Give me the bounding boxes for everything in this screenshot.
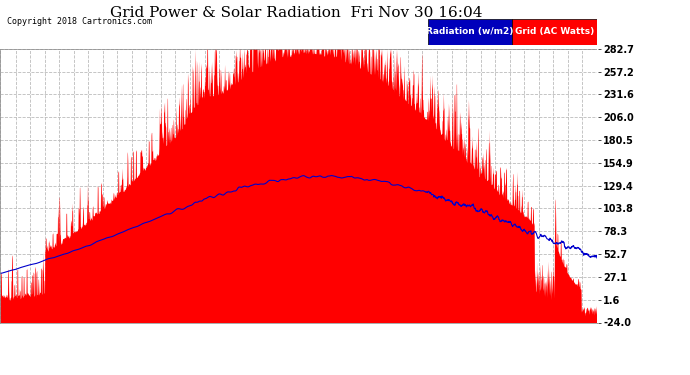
Text: Grid Power & Solar Radiation  Fri Nov 30 16:04: Grid Power & Solar Radiation Fri Nov 30 …	[110, 6, 483, 20]
Text: Radiation (w/m2): Radiation (w/m2)	[426, 27, 514, 36]
Text: Copyright 2018 Cartronics.com: Copyright 2018 Cartronics.com	[7, 17, 152, 26]
Text: Grid (AC Watts): Grid (AC Watts)	[515, 27, 594, 36]
FancyBboxPatch shape	[428, 19, 512, 45]
FancyBboxPatch shape	[512, 19, 597, 45]
